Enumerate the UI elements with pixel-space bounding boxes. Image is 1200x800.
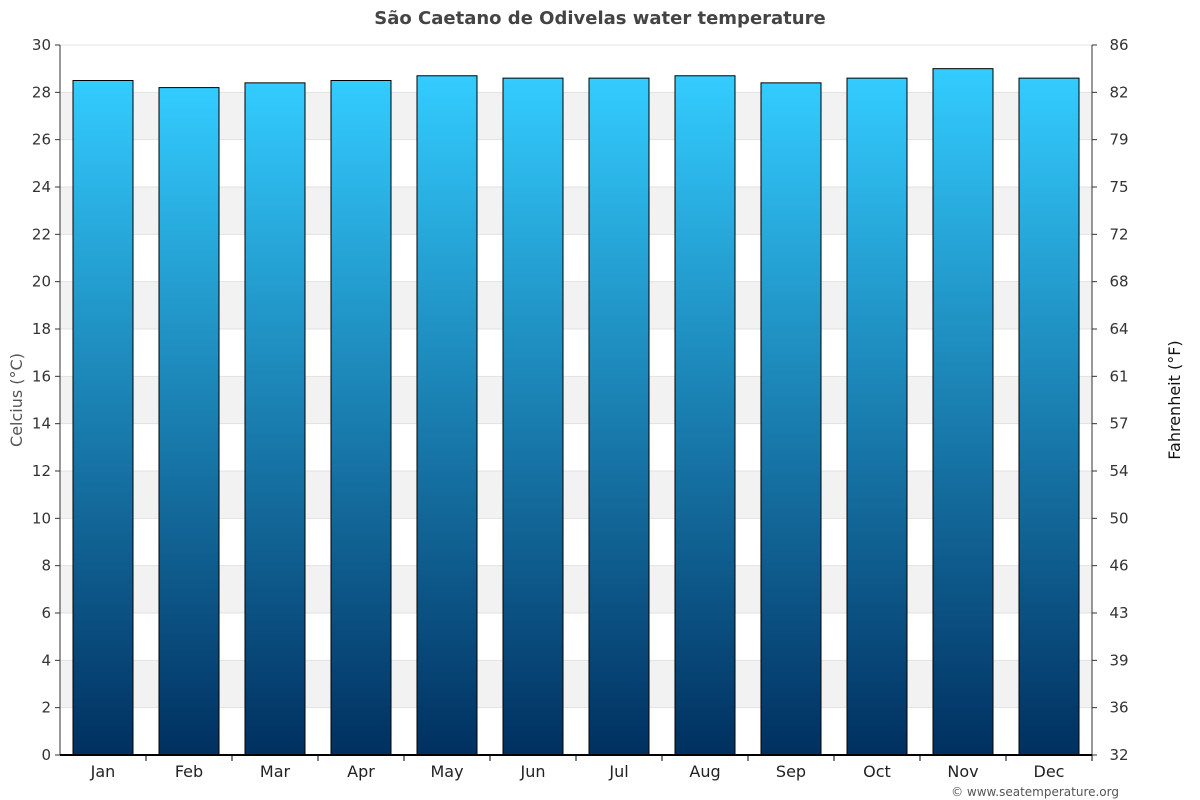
x-ticks: Jan Feb Mar Apr May Jun Jul Aug Sep Oct Nov Dec xyxy=(90,755,1093,781)
y-tick-label-right: 79 xyxy=(1109,131,1128,149)
y-tick-label-right: 46 xyxy=(1109,557,1128,575)
x-tick-label: Dec xyxy=(1034,762,1065,781)
x-tick-label: Apr xyxy=(347,762,375,781)
y-tick-label-right: 75 xyxy=(1109,178,1128,196)
y-tick-label-left: 24 xyxy=(32,178,51,196)
bar-jan xyxy=(72,80,134,756)
grid-band xyxy=(60,376,1092,424)
y-tick-label-left: 22 xyxy=(32,225,51,243)
y-tick-label-left: 12 xyxy=(32,462,51,480)
bar-nov xyxy=(932,68,994,756)
x-tick-label: Mar xyxy=(260,762,291,781)
y-tick-label-left: 10 xyxy=(32,509,51,527)
y-tick-label-left: 26 xyxy=(32,131,51,149)
x-tick-label: Jan xyxy=(90,762,116,781)
y-tick-label-right: 72 xyxy=(1109,225,1128,243)
grid-band xyxy=(60,565,1092,613)
y-tick-label-left: 14 xyxy=(32,415,51,433)
y-tick-label-left: 6 xyxy=(41,604,51,622)
x-tick-label: Nov xyxy=(947,762,978,781)
y-tick-label-right: 36 xyxy=(1109,699,1128,717)
y-tick-label-left: 30 xyxy=(32,36,51,54)
y-tick-label-right: 64 xyxy=(1109,320,1128,338)
bars xyxy=(72,68,1080,756)
grid-band xyxy=(60,281,1092,329)
y-tick-label-right: 82 xyxy=(1109,83,1128,101)
y-tick-label-left: 2 xyxy=(41,699,51,717)
y-tick-label-left: 0 xyxy=(41,746,51,764)
bar-jun xyxy=(502,77,564,756)
y-tick-label-right: 61 xyxy=(1109,367,1128,385)
bar-aug xyxy=(674,75,736,756)
y-tick-label-left: 20 xyxy=(32,273,51,291)
y-tick-label-right: 68 xyxy=(1109,273,1128,291)
bar-dec xyxy=(1018,77,1080,756)
y-tick-label-left: 4 xyxy=(41,651,51,669)
x-tick-label: Jun xyxy=(520,762,546,781)
x-tick-label: Sep xyxy=(776,762,806,781)
grid-band xyxy=(60,92,1092,140)
bar-mar xyxy=(244,82,306,756)
x-tick-label: Jul xyxy=(608,762,628,781)
bar-apr xyxy=(330,80,392,756)
x-tick-label: May xyxy=(430,762,463,781)
x-tick-label: Feb xyxy=(175,762,203,781)
y-tick-label-left: 16 xyxy=(32,367,51,385)
y-tick-label-right: 86 xyxy=(1109,36,1128,54)
y-tick-label-left: 28 xyxy=(32,83,51,101)
credit-text: © www.seatemperature.org xyxy=(951,785,1119,799)
grid-band xyxy=(60,187,1092,235)
y-axis-title-right: Fahrenheit (°F) xyxy=(1165,340,1184,459)
y-tick-label-right: 32 xyxy=(1109,746,1128,764)
y-tick-label-right: 43 xyxy=(1109,604,1128,622)
y-ticks-right: 32 36 39 43 46 50 54 57 61 64 68 72 75 79 82 86 xyxy=(1092,36,1129,764)
y-tick-label-left: 8 xyxy=(41,557,51,575)
grid-band xyxy=(60,660,1092,708)
x-tick-label: Oct xyxy=(863,762,891,781)
bar-may xyxy=(416,75,478,756)
chart-title: São Caetano de Odivelas water temperatur… xyxy=(374,8,825,29)
bar-jul xyxy=(588,77,650,756)
y-tick-label-right: 57 xyxy=(1109,415,1128,433)
bar-feb xyxy=(158,87,220,756)
bar-sep xyxy=(760,82,822,756)
y-tick-label-right: 50 xyxy=(1109,509,1128,527)
y-tick-label-left: 18 xyxy=(32,320,51,338)
bar-oct xyxy=(846,77,908,756)
y-axis-title-left: Celcius (°C) xyxy=(7,353,26,447)
y-tick-label-right: 39 xyxy=(1109,651,1128,669)
grid-band xyxy=(60,471,1092,519)
y-tick-label-right: 54 xyxy=(1109,462,1128,480)
grid-bands xyxy=(60,92,1092,708)
x-tick-label: Aug xyxy=(689,762,720,781)
